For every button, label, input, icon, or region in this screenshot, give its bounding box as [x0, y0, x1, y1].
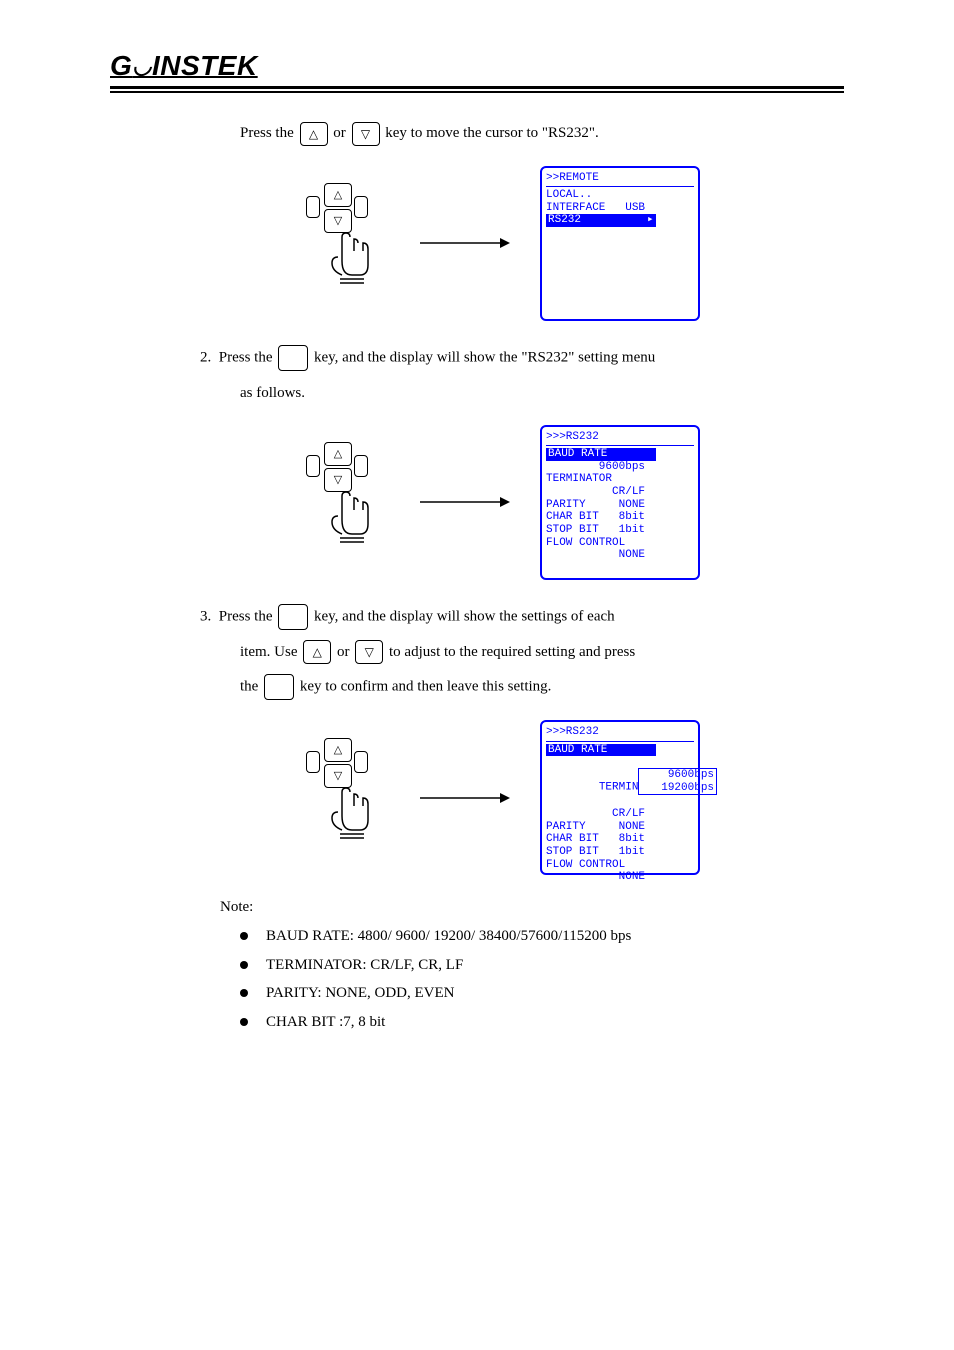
screen-row: CR/LF [546, 808, 694, 821]
screen-row: TERMIN [599, 782, 639, 794]
screen-row: STOP BIT 1bit [546, 524, 694, 537]
figure-row-2: △ ▽ >>>RS232 BAUD RATE 9600bps TERMINATO… [110, 425, 844, 580]
screen-row: NONE [546, 871, 694, 884]
lcd-screen-2: >>>RS232 BAUD RATE 9600bps TERMINATOR CR… [540, 425, 700, 580]
blank-key-icon [278, 604, 308, 630]
screen-row: FLOW CONTROL [546, 859, 694, 872]
down-key-icon: ▽ [324, 468, 352, 492]
blank-key-icon [278, 345, 308, 371]
right-key-icon [354, 455, 368, 477]
instruction-line-2b: as follows. [110, 381, 844, 405]
text-segment: as follows. [240, 385, 305, 401]
arrow-icon [420, 791, 510, 805]
text-segment: Press the [219, 349, 277, 365]
left-key-icon [306, 196, 320, 218]
header-rule [110, 86, 844, 93]
screen-highlight-row: BAUD RATE [546, 448, 656, 461]
left-key-icon [306, 455, 320, 477]
text-segment: key to move the cursor to " [385, 125, 548, 141]
instruction-line-3a: 3. Press the key, and the display will s… [110, 604, 844, 630]
list-item: CHAR BIT :7, 8 bit [240, 1008, 844, 1037]
down-key-icon: ▽ [355, 640, 383, 664]
keypad-illustration: △ ▽ [310, 442, 390, 562]
list-item: TERMINATOR: CR/LF, CR, LF [240, 951, 844, 980]
screen-highlight-row: RS232 ▸ [546, 214, 656, 227]
down-key-icon: ▽ [352, 122, 380, 146]
up-key-icon: △ [324, 183, 352, 207]
logo-text: G◡INSTEK [110, 50, 258, 82]
text-segment: item. Use [240, 644, 301, 660]
screen-highlight-row: BAUD RATE [546, 744, 656, 757]
text-segment: Press the [240, 125, 298, 141]
screen-title: >>REMOTE [546, 172, 694, 185]
screen-row: CHAR BIT 8bit [546, 511, 694, 524]
brand-logo: G◡INSTEK [110, 50, 844, 82]
text-segment: or [337, 644, 353, 660]
instruction-line-3c: the key to confirm and then leave this s… [110, 674, 844, 700]
note-heading: Note: [110, 899, 844, 916]
figure-row-1: △ ▽ >>REMOTE LOCAL.. INTERFACE USB RS232… [110, 166, 844, 321]
right-key-icon [354, 196, 368, 218]
lcd-screen-1: >>REMOTE LOCAL.. INTERFACE USB RS232 ▸ [540, 166, 700, 321]
blank-key-icon [264, 674, 294, 700]
text-segment: Press the [219, 608, 277, 624]
instruction-line-3b: item. Use △ or ▽ to adjust to the requir… [110, 640, 844, 665]
screen-row: STOP BIT 1bit [546, 846, 694, 859]
screen-row: PARITY NONE [546, 499, 694, 512]
figure-row-3: △ ▽ >>>RS232 BAUD RATE TERMIN 9600bps 19… [110, 720, 844, 875]
right-key-icon [354, 751, 368, 773]
arrow-icon [420, 236, 510, 250]
hand-pointer-icon [330, 231, 374, 287]
note-bullet-list: BAUD RATE: 4800/ 9600/ 19200/ 38400/5760… [110, 922, 844, 1036]
up-key-icon: △ [303, 640, 331, 664]
screen-option-box: 9600bps 19200bps [638, 768, 717, 795]
arrow-icon [420, 495, 510, 509]
down-key-icon: ▽ [324, 209, 352, 233]
text-segment: key to confirm and then leave this setti… [300, 679, 552, 695]
instruction-line-2a: 2. Press the key, and the display will s… [110, 345, 844, 371]
instruction-line-1: Press the △ or ▽ key to move the cursor … [110, 121, 844, 146]
text-segment: to adjust to the required setting and pr… [389, 644, 635, 660]
screen-row: NONE [546, 549, 694, 562]
screen-row: 9600bps [546, 461, 694, 474]
text-segment: the [240, 679, 262, 695]
text-segment: or [333, 125, 349, 141]
screen-row: LOCAL.. [546, 189, 694, 202]
screen-row: FLOW CONTROL [546, 537, 694, 550]
hand-pointer-icon [330, 490, 374, 546]
lcd-screen-3: >>>RS232 BAUD RATE TERMIN 9600bps 19200b… [540, 720, 700, 875]
text-segment: key, and the display will show the setti… [314, 608, 615, 624]
left-key-icon [306, 751, 320, 773]
screen-title: >>>RS232 [546, 431, 694, 444]
keypad-illustration: △ ▽ [310, 738, 390, 858]
screen-row: CHAR BIT 8bit [546, 833, 694, 846]
down-key-icon: ▽ [324, 764, 352, 788]
screen-row: CR/LF [546, 486, 694, 499]
keypad-illustration: △ ▽ [310, 183, 390, 303]
text-segment: ". [589, 125, 599, 141]
up-key-icon: △ [300, 122, 328, 146]
screen-row: TERMINATOR [546, 473, 694, 486]
up-key-icon: △ [324, 738, 352, 762]
list-item: PARITY: NONE, ODD, EVEN [240, 979, 844, 1008]
hand-pointer-icon [330, 786, 374, 842]
screen-row: PARITY NONE [546, 821, 694, 834]
text-segment: key, and the display will show the "RS23… [314, 349, 655, 365]
text-target: RS232 [548, 125, 589, 141]
screen-title: >>>RS232 [546, 726, 694, 739]
up-key-icon: △ [324, 442, 352, 466]
screen-row: INTERFACE USB [546, 202, 694, 215]
list-item: BAUD RATE: 4800/ 9600/ 19200/ 38400/5760… [240, 922, 844, 951]
